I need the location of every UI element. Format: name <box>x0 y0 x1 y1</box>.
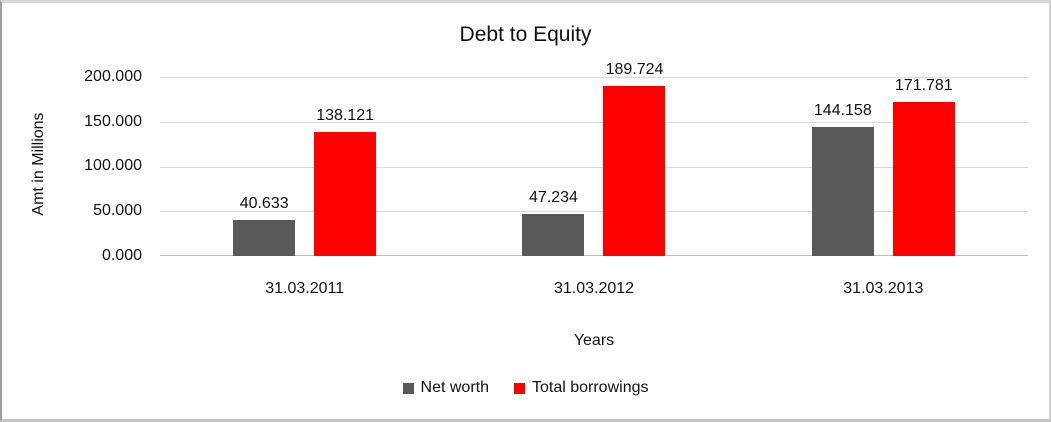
data-label: 189.724 <box>605 61 664 79</box>
x-axis-category-labels: 31.03.2011 31.03.2012 31.03.2013 <box>160 279 1028 299</box>
category-label: 31.03.2013 <box>843 280 924 297</box>
gridline <box>160 167 1028 168</box>
gridline <box>160 77 1028 78</box>
bar-group: 40.633 138.121 <box>160 77 449 256</box>
category-label: 31.03.2012 <box>553 280 635 297</box>
data-label: 171.781 <box>894 77 953 95</box>
legend-item-total-borrowings: Total borrowings <box>513 379 649 397</box>
data-label: 144.158 <box>813 102 872 119</box>
legend-item-net-worth: Net worth <box>402 379 489 397</box>
y-axis-tick-label: 200.000 <box>84 68 142 85</box>
data-label: 40.633 <box>239 194 289 212</box>
x-axis-title: Years <box>573 332 615 349</box>
bar-net-worth: 40.633 <box>233 195 296 256</box>
gridline <box>160 122 1028 123</box>
bar-group: 47.234 189.724 <box>449 61 738 256</box>
y-axis-tick-label: 0.000 <box>101 247 142 264</box>
x-axis-line <box>160 255 1028 256</box>
bar-groups: 40.633 138.121 47.234 189.724 144.158 171.781 <box>160 61 1028 256</box>
bar-net-worth: 144.158 <box>811 102 874 256</box>
bar-total-borrowings: 171.781 <box>892 77 955 256</box>
plot-area: 40.633 138.121 47.234 189.724 144.158 171.781 <box>160 61 1028 256</box>
data-label: 47.234 <box>529 188 578 206</box>
bar-group: 144.158 171.781 <box>739 77 1028 256</box>
category-label: 31.03.2011 <box>265 280 345 297</box>
legend: Net worth Total borrowings <box>2 378 1049 398</box>
bar-total-borrowings: 138.121 <box>314 107 377 256</box>
y-axis-title: Amt in Millions <box>30 112 47 216</box>
bar-net-worth: 47.234 <box>522 189 585 256</box>
legend-marker <box>513 382 525 394</box>
legend-label: Total borrowings <box>531 379 649 396</box>
gridline <box>160 211 1028 212</box>
y-axis-tick-label: 100.000 <box>84 157 142 174</box>
legend-marker <box>402 382 414 394</box>
chart-title: Debt to Equity <box>459 23 592 46</box>
data-label: 138.121 <box>316 107 375 125</box>
bar-total-borrowings: 189.724 <box>603 61 666 256</box>
legend-label: Net worth <box>420 379 489 396</box>
y-axis-tick-label: 150.000 <box>84 113 142 130</box>
y-axis-tick-label: 50.000 <box>93 202 142 219</box>
